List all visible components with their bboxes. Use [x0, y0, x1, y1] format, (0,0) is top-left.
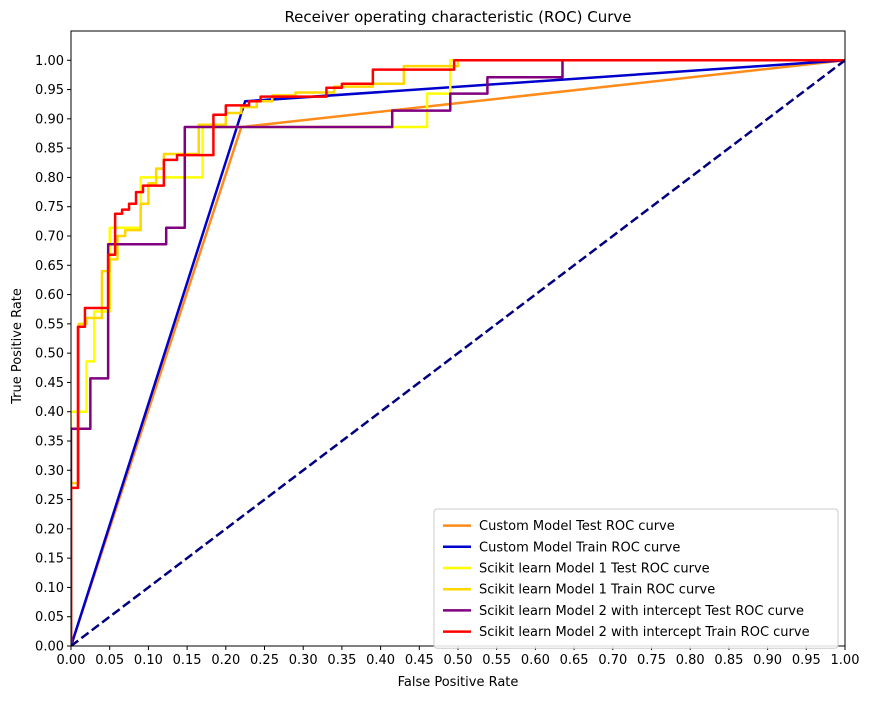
x-tick-label: 0.05 — [95, 653, 124, 668]
x-tick-label: 0.45 — [405, 653, 434, 668]
y-tick-label: 0.40 — [35, 405, 64, 420]
x-tick-label: 0.80 — [676, 653, 705, 668]
chart-title: Receiver operating characteristic (ROC) … — [284, 8, 631, 26]
y-tick-label: 0.15 — [35, 552, 64, 567]
y-axis-label: True Positive Rate — [10, 288, 25, 405]
y-tick-label: 0.65 — [35, 259, 64, 274]
legend-label: Scikit learn Model 2 with intercept Trai… — [479, 625, 810, 640]
x-tick-label: 0.00 — [57, 653, 86, 668]
y-tick-label: 0.10 — [35, 581, 64, 596]
y-tick-label: 0.25 — [35, 493, 64, 508]
x-tick-label: 0.85 — [714, 653, 743, 668]
x-tick-label: 0.65 — [560, 653, 589, 668]
y-tick-label: 0.00 — [35, 640, 64, 655]
y-tick-label: 0.80 — [35, 171, 64, 186]
y-tick-label: 0.50 — [35, 347, 64, 362]
legend: Custom Model Test ROC curve Custom Model … — [433, 508, 839, 649]
legend-label: Custom Model Test ROC curve — [479, 519, 675, 534]
y-tick-label: 0.60 — [35, 288, 64, 303]
x-tick-label: 0.30 — [289, 653, 318, 668]
y-tick-label: 0.85 — [35, 142, 64, 157]
x-tick-label: 0.70 — [598, 653, 627, 668]
legend-label: Custom Model Train ROC curve — [479, 540, 680, 555]
legend-label: Scikit learn Model 1 Train ROC curve — [479, 583, 715, 598]
x-tick-label: 0.75 — [637, 653, 666, 668]
y-tick-label: 1.00 — [35, 54, 64, 69]
x-tick-label: 0.55 — [482, 653, 511, 668]
legend-label: Scikit learn Model 2 with intercept Test… — [479, 604, 804, 619]
x-tick-label: 0.20 — [211, 653, 240, 668]
y-tick-label: 0.20 — [35, 522, 64, 537]
x-tick-label: 0.95 — [792, 653, 821, 668]
series-line-5 — [71, 59, 845, 646]
x-tick-label: 0.90 — [753, 653, 782, 668]
x-tick-label: 0.40 — [366, 653, 395, 668]
x-tick-label: 0.10 — [134, 653, 163, 668]
y-tick-label: 0.35 — [35, 435, 64, 450]
y-tick-label: 0.30 — [35, 464, 64, 479]
x-axis-label: False Positive Rate — [398, 675, 519, 690]
x-tick-label: 0.15 — [173, 653, 202, 668]
y-tick-label: 0.75 — [35, 200, 64, 215]
legend-label: Scikit learn Model 1 Test ROC curve — [479, 562, 710, 577]
x-tick-label: 0.60 — [521, 653, 550, 668]
y-tick-label: 0.95 — [35, 83, 64, 98]
x-tick-label: 0.35 — [327, 653, 356, 668]
x-tick-label: 0.25 — [250, 653, 279, 668]
y-tick-label: 0.90 — [35, 112, 64, 127]
axis-ticks: 0.00 0.05 0.10 0.15 0.20 0.25 0.30 0.35 0.40 0.45… — [35, 30, 860, 668]
y-tick-label: 0.55 — [35, 317, 64, 332]
series-line-6 — [71, 59, 845, 646]
series-line-2 — [71, 59, 845, 646]
y-tick-label: 0.45 — [35, 376, 64, 391]
plot-area — [71, 59, 845, 646]
legend-box — [433, 508, 839, 649]
diagonal-reference-line — [71, 59, 845, 646]
y-tick-label: 0.70 — [35, 230, 64, 245]
x-tick-label: 0.50 — [444, 653, 473, 668]
x-tick-label: 1.00 — [831, 653, 860, 668]
y-tick-label: 0.05 — [35, 610, 64, 625]
